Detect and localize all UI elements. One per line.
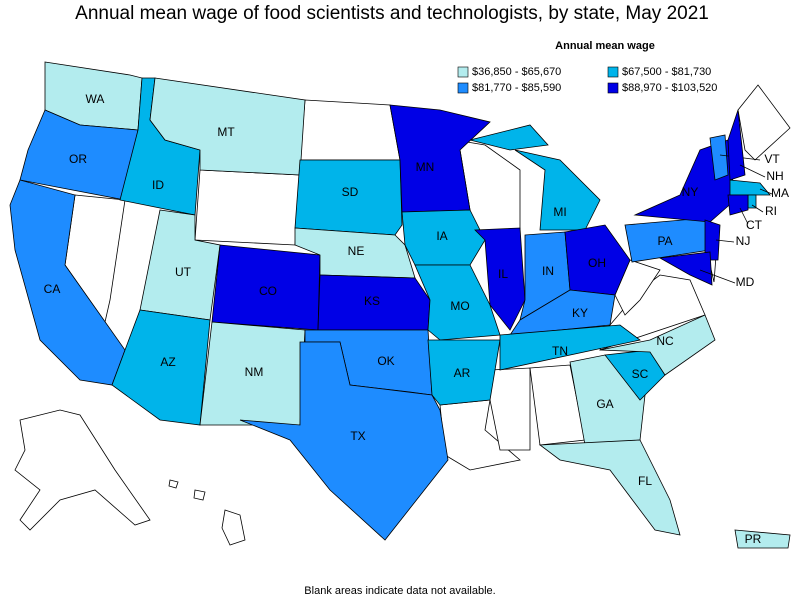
leader-line xyxy=(699,269,736,284)
leader-line xyxy=(739,207,749,225)
state xyxy=(538,439,681,536)
state-blank xyxy=(299,99,401,161)
state xyxy=(469,124,549,151)
legend-label: $36,850 - $65,670 xyxy=(472,66,561,78)
state-label: AZ xyxy=(160,355,175,369)
state-label: IL xyxy=(498,267,508,281)
legend-title: Annual mean wage xyxy=(555,40,655,52)
state-label: IA xyxy=(436,229,447,243)
state-label: KY xyxy=(572,306,588,320)
state xyxy=(111,309,211,426)
leader-line xyxy=(759,188,773,195)
state-label: MO xyxy=(450,299,469,313)
legend-label: $88,970 - $103,520 xyxy=(622,82,717,94)
legend-swatch xyxy=(607,66,619,78)
leader-line xyxy=(739,164,766,178)
state xyxy=(389,104,491,213)
state xyxy=(499,324,641,371)
legend-label: $81,770 - $85,590 xyxy=(472,82,561,94)
state-label: TX xyxy=(350,429,365,443)
state-blank xyxy=(193,489,206,501)
state-label: NC xyxy=(656,334,674,348)
state xyxy=(734,529,791,549)
state xyxy=(239,341,449,541)
state-blank xyxy=(168,479,179,489)
state xyxy=(149,77,306,176)
state-label: SD xyxy=(342,185,359,199)
state-label: RI xyxy=(765,204,777,218)
state-label: MT xyxy=(217,125,235,139)
state xyxy=(658,251,713,286)
state-label: IN xyxy=(542,264,554,278)
state xyxy=(747,194,757,209)
state-label: UT xyxy=(175,265,192,279)
state-label: NH xyxy=(766,169,783,183)
state xyxy=(427,339,501,406)
state-label: OH xyxy=(588,256,606,270)
state xyxy=(704,219,721,261)
state-label: GA xyxy=(596,397,613,411)
legend: $36,850 - $65,670 $67,500 - $81,730 $81,77… xyxy=(457,66,717,94)
state-label: ID xyxy=(152,178,164,192)
legend-swatch xyxy=(457,82,469,94)
state xyxy=(599,314,716,376)
state xyxy=(414,264,501,341)
state-label: NM xyxy=(245,365,264,379)
state xyxy=(729,179,771,196)
state xyxy=(709,134,729,181)
state-label: VT xyxy=(764,152,780,166)
state-label: KS xyxy=(364,294,380,308)
state-label: CO xyxy=(259,284,277,298)
leader-line xyxy=(715,239,735,243)
state-label: TN xyxy=(552,344,568,358)
state-label: SC xyxy=(632,367,649,381)
state-label: MI xyxy=(553,205,566,219)
map-title: Annual mean wage of food scientists and … xyxy=(75,3,709,24)
state-label: AR xyxy=(454,366,471,380)
state-blank xyxy=(489,367,531,451)
leader-line xyxy=(751,204,764,213)
footnote: Blank areas indicate data not available. xyxy=(304,585,495,597)
state-label: NY xyxy=(682,185,699,199)
state-label: MA xyxy=(771,186,789,200)
legend-label: $67,500 - $81,730 xyxy=(622,66,711,78)
state-blank xyxy=(14,409,151,531)
state xyxy=(509,289,616,336)
state-label: FL xyxy=(638,474,652,488)
state-label: PR xyxy=(745,532,762,546)
state-label: CT xyxy=(746,218,763,232)
state-blank xyxy=(194,169,301,246)
state-label: NE xyxy=(348,244,365,258)
state-label: MN xyxy=(416,160,435,174)
state xyxy=(727,109,746,181)
state xyxy=(474,227,526,331)
state-label: PA xyxy=(657,234,672,248)
state-label: OK xyxy=(377,354,394,368)
state-label: OR xyxy=(69,152,87,166)
state xyxy=(9,179,126,386)
state-label: NJ xyxy=(736,234,751,248)
state-label: CA xyxy=(44,282,61,296)
state xyxy=(564,224,631,296)
states: WA OR CA ID MT UT AZ CO NM SD NE KS OK TX MN IA MO AR IL MI… xyxy=(9,61,791,549)
state-blank xyxy=(221,509,246,546)
state-label: MD xyxy=(736,275,755,289)
state xyxy=(727,194,749,216)
legend-swatch xyxy=(607,82,619,94)
state xyxy=(294,159,403,236)
legend-swatch xyxy=(457,66,469,78)
state-blank xyxy=(737,84,791,161)
state-label: WA xyxy=(86,92,105,106)
